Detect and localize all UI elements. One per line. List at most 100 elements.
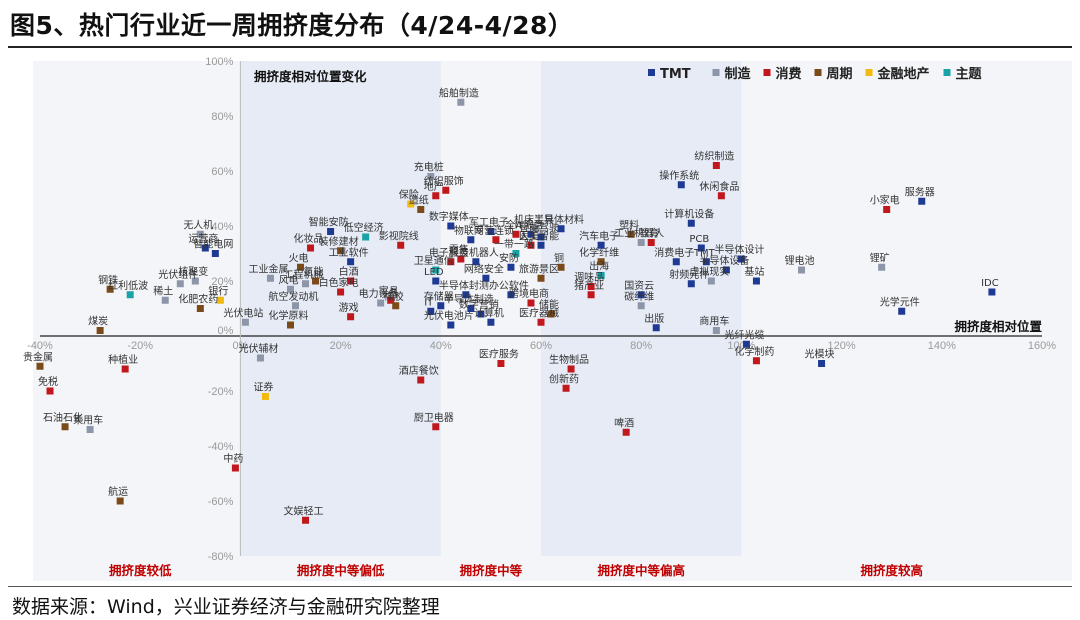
point-label: 红利低波 <box>108 279 148 292</box>
data-point <box>231 464 239 472</box>
point-label: 旅游景区 <box>519 262 559 275</box>
point-label: 煤炭 <box>88 315 108 328</box>
data-point <box>347 277 355 285</box>
data-point <box>96 327 104 334</box>
point-label: 核聚变 <box>178 265 208 278</box>
data-point <box>537 274 545 282</box>
data-point <box>347 313 355 321</box>
data-point <box>527 230 535 238</box>
data-point <box>287 321 294 329</box>
legend-swatch <box>814 69 822 76</box>
x-tick-label: 40% <box>430 340 452 352</box>
point-label: 纺织制造 <box>694 150 734 163</box>
point-label: 智能电网 <box>193 238 233 251</box>
data-point <box>392 302 400 310</box>
data-point <box>472 258 480 266</box>
point-label: 人工智能 <box>519 229 559 242</box>
point-label: 文娱轻工 <box>284 504 324 517</box>
x-tick-label: 160% <box>1028 340 1056 352</box>
point-label: 储能 <box>539 298 559 311</box>
point-label: IT <box>424 297 434 308</box>
point-label: TMT <box>693 248 716 259</box>
data-point <box>46 387 54 395</box>
point-label: 纺织服饰 <box>424 174 464 187</box>
point-label: 网络安全 <box>464 262 504 275</box>
data-point <box>292 302 300 310</box>
point-label: 影视院线 <box>379 229 419 242</box>
y-tick-label: 100% <box>205 56 233 68</box>
data-point <box>677 181 685 189</box>
data-point <box>482 274 490 282</box>
point-label: 创新药 <box>549 372 579 385</box>
data-point <box>492 236 500 244</box>
point-label: 计算机 <box>474 306 504 319</box>
point-label: 服务机器人 <box>449 246 499 259</box>
zone-label: 拥挤度中等偏低 <box>297 563 385 578</box>
data-point <box>567 365 575 373</box>
zone-label: 拥挤度较低 <box>109 563 172 578</box>
point-label: 电子科技 <box>429 246 469 259</box>
y-tick-label: -20% <box>208 386 234 398</box>
data-point <box>737 255 745 263</box>
point-label: 工业软件 <box>329 246 369 259</box>
data-point <box>557 225 565 233</box>
legend-swatch <box>865 69 873 76</box>
data-point <box>507 291 515 299</box>
point-label: 厨卫电器 <box>414 411 454 424</box>
point-label: 零售 <box>449 243 469 256</box>
zone-label: 拥挤度中等 <box>460 563 523 578</box>
data-point <box>477 310 485 318</box>
legend-label: 周期 <box>827 67 853 82</box>
point-label: 半导体材料 <box>534 213 584 226</box>
data-point <box>432 192 440 200</box>
point-label: 化学纤维 <box>579 246 619 259</box>
data-point <box>898 307 906 315</box>
x-tick-label: 80% <box>630 340 652 352</box>
data-point <box>437 302 445 310</box>
data-point <box>297 263 305 271</box>
data-point <box>427 173 435 180</box>
data-point <box>537 318 545 326</box>
point-label: IDC <box>981 278 999 289</box>
point-label: 氢能 <box>304 265 324 278</box>
data-point <box>387 296 395 304</box>
data-point <box>672 258 680 266</box>
point-label: 智能驾驶 <box>519 221 559 234</box>
data-point <box>241 318 249 326</box>
data-point <box>487 228 495 235</box>
data-point <box>722 266 730 274</box>
y-tick-label: -60% <box>208 496 234 508</box>
data-point <box>377 299 385 307</box>
point-label: 服务器 <box>905 185 935 198</box>
data-point <box>622 428 630 436</box>
x-tick-label: 120% <box>828 340 856 352</box>
point-label: 全A <box>506 218 523 231</box>
data-point <box>176 280 184 288</box>
zone-label: 拥挤度较高 <box>860 563 923 578</box>
data-point <box>337 288 345 296</box>
data-point <box>512 230 520 238</box>
data-point <box>487 318 495 326</box>
point-label: 银行 <box>208 284 228 297</box>
point-label: 风电 <box>279 273 299 286</box>
point-label: 出海 <box>589 260 609 273</box>
data-point <box>527 299 535 307</box>
footer-divider <box>8 586 1072 587</box>
x-tick-label: 140% <box>928 340 956 352</box>
data-point <box>587 283 595 290</box>
legend-swatch <box>763 69 771 76</box>
point-label: 军工电子 <box>469 216 509 229</box>
y-tick-label: -40% <box>208 441 234 453</box>
point-label: 光伏辅材 <box>238 342 278 355</box>
data-point <box>196 305 204 312</box>
point-label: 半导体制造 <box>444 293 494 306</box>
data-point <box>512 250 520 257</box>
scatter-chart: -40% -20% 0% 20% 40% 60% 80% 100% 120% 140% 160%10… <box>23 56 1072 581</box>
point-label: 贵金属 <box>23 350 53 363</box>
data-point <box>457 255 465 263</box>
point-label: 安防 <box>499 251 519 264</box>
point-label: 光学元件 <box>880 295 920 308</box>
point-label: 休闲食品 <box>699 180 739 193</box>
y-axis-label: 拥挤度相对位置变化 <box>254 69 367 84</box>
point-label: 运营商 <box>188 232 218 245</box>
